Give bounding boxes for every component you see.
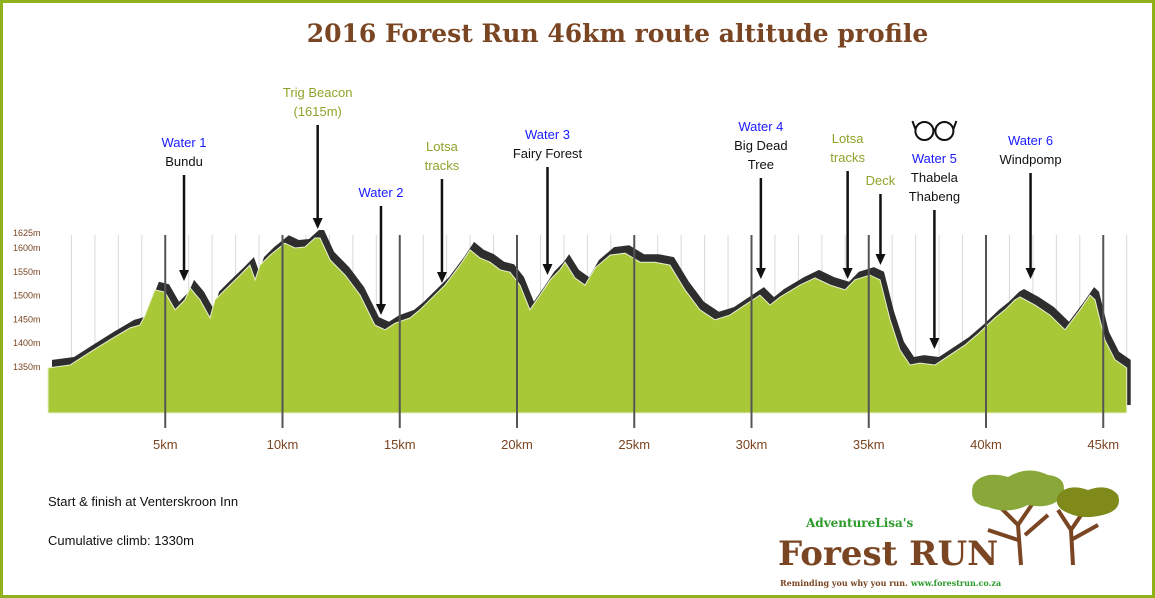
- x-tick-label: 45km: [1087, 437, 1119, 452]
- marker-label-line: Lotsa: [831, 131, 864, 146]
- logo-adventurelisa: AdventureLisa's: [805, 516, 913, 530]
- arrow-down-icon: [179, 270, 190, 281]
- marker-label-line: tracks: [830, 150, 865, 165]
- arrow-down-icon: [1025, 268, 1036, 279]
- y-tick-label: 1600m: [13, 243, 41, 253]
- marker-label-line: Water 2: [358, 185, 404, 200]
- start-finish-note: Start & finish at Venterskroon Inn: [48, 494, 239, 509]
- logo-forest-run: Forest RUN: [778, 534, 998, 574]
- tree-logo-icon: AdventureLisa's Forest RUN Reminding you…: [778, 470, 1119, 588]
- y-tick-label: 1400m: [13, 338, 41, 348]
- arrow-down-icon: [375, 304, 386, 315]
- marker-label-line: Trig Beacon: [282, 85, 353, 100]
- marker-label: Water 6 Windpomp: [999, 131, 1061, 169]
- marker-label-line: Bundu: [165, 154, 203, 169]
- marker-label-line: Tree: [747, 157, 774, 172]
- x-tick-label: 40km: [970, 437, 1002, 452]
- marker-label: Water 1 Bundu: [161, 133, 206, 171]
- glasses-icon: [911, 120, 958, 141]
- elevation-area: [47, 237, 1128, 414]
- marker-label: Water 5 Thabela Thabeng: [909, 149, 960, 206]
- marker-label-line: Water 4: [738, 119, 784, 134]
- marker-label-line: Water 1: [161, 135, 207, 150]
- y-tick-label: 1550m: [13, 267, 41, 277]
- marker-label-line: Big Dead: [734, 138, 788, 153]
- arrow-down-icon: [436, 272, 447, 283]
- y-tick-label: 1500m: [13, 291, 41, 301]
- marker-label-line: Water 6: [1008, 133, 1054, 148]
- marker-label-line: Windpomp: [999, 152, 1062, 167]
- marker-label-line: Water 5: [911, 151, 957, 166]
- forest-run-logo: AdventureLisa's Forest RUN Reminding you…: [773, 465, 1152, 595]
- marker-label: Water 2: [358, 183, 403, 202]
- marker-label: Trig Beacon (1615m): [283, 83, 353, 121]
- arrow-down-icon: [842, 268, 853, 279]
- marker-label-line: Lotsa: [426, 139, 458, 154]
- x-tick-label: 10km: [267, 437, 299, 452]
- glasses-lens: [914, 121, 935, 141]
- glasses-lens: [934, 121, 955, 141]
- marker-label-line: Deck: [865, 173, 896, 188]
- x-tick-label: 30km: [736, 437, 768, 452]
- marker-label-line: (1615m): [293, 104, 342, 119]
- y-tick-label: 1450m: [13, 314, 41, 324]
- logo-tagline: Reminding you why you run.: [780, 578, 908, 588]
- y-tick-label: 1625m: [13, 228, 41, 238]
- x-tick-label: 15km: [384, 437, 416, 452]
- arrow-down-icon: [312, 218, 323, 229]
- arrow-down-icon: [755, 268, 766, 279]
- x-tick-label: 20km: [501, 437, 533, 452]
- x-tick-label: 35km: [853, 437, 885, 452]
- y-tick-label: 1350m: [13, 362, 41, 372]
- marker-label: Water 3 Fairy Forest: [513, 125, 582, 163]
- marker-label: Lotsa tracks: [425, 137, 460, 175]
- x-tick-label: 25km: [618, 437, 650, 452]
- marker-label: Lotsa tracks: [830, 129, 865, 167]
- marker-label-line: Water 3: [524, 127, 570, 142]
- chart-title: 2016 Forest Run 46km route altitude prof…: [306, 19, 929, 48]
- x-tick-label: 5km: [153, 437, 178, 452]
- arrow-down-icon: [542, 264, 553, 275]
- marker-label-line: Thabela: [910, 170, 958, 185]
- marker-label-line: Fairy Forest: [512, 146, 583, 161]
- cumulative-climb-note: Cumulative climb: 1330m: [48, 533, 194, 548]
- marker-label-line: tracks: [424, 158, 460, 173]
- altitude-chart: 5km 10km 15km 20km 25km 30km 35km 40km 45km 1350m…: [13, 120, 1131, 452]
- marker-label-line: Thabeng: [908, 189, 961, 204]
- arrow-down-icon: [875, 254, 886, 265]
- logo-url: www.forestrun.co.za: [910, 578, 1001, 588]
- marker-label: Water 4 Big Dead Tree: [734, 117, 787, 174]
- marker-label: Deck: [866, 171, 896, 190]
- arrow-down-icon: [929, 338, 940, 349]
- glasses-frame: [911, 120, 958, 132]
